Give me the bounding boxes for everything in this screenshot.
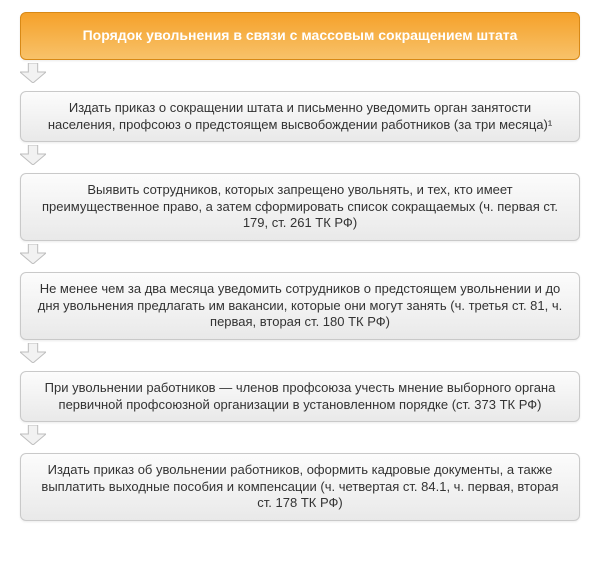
flowchart-step-text: Не менее чем за два месяца уведомить сот… [38,281,563,329]
flowchart-step: Выявить сотрудников, которых запрещено у… [20,173,580,241]
flowchart-step-text: Издать приказ о сокращении штата и письм… [48,100,552,132]
flowchart-step: При увольнении работников — членов профс… [20,371,580,422]
flowchart-step: Не менее чем за два месяца уведомить сот… [20,272,580,340]
flow-arrow-icon [20,145,580,170]
flow-arrow-icon [20,343,580,368]
flowchart-container: Порядок увольнения в связи с массовым со… [18,12,582,521]
flowchart-title-box: Порядок увольнения в связи с массовым со… [20,12,580,60]
flowchart-steps-host: Издать приказ о сокращении штата и письм… [20,60,580,521]
flowchart-step-text: При увольнении работников — членов профс… [45,380,556,412]
flowchart-step: Издать приказ об увольнении работников, … [20,453,580,521]
flow-arrow-icon [20,425,580,450]
flowchart-title-text: Порядок увольнения в связи с массовым со… [83,27,518,43]
flow-arrow-icon [20,63,580,88]
flow-arrow-icon [20,244,580,269]
flowchart-step-text: Издать приказ об увольнении работников, … [41,462,558,510]
flowchart-step-text: Выявить сотрудников, которых запрещено у… [42,182,558,230]
flowchart-step: Издать приказ о сокращении штата и письм… [20,91,580,142]
